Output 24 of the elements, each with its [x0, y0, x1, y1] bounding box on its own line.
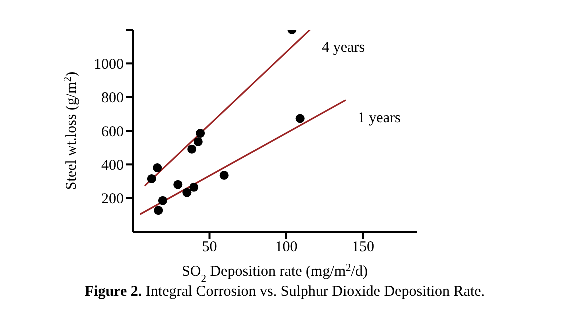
y-tick-label: 200 — [102, 192, 124, 208]
point — [158, 196, 168, 206]
series-label: 4 years — [322, 40, 366, 56]
series-label: 1 years — [358, 110, 401, 126]
x-tick-label: 50 — [202, 240, 218, 256]
point — [182, 188, 192, 198]
y-tick-label: 1000 — [94, 56, 124, 73]
point — [147, 174, 156, 184]
point — [174, 180, 183, 190]
point — [194, 137, 203, 146]
x-tick-label: 100 — [275, 240, 298, 256]
point — [153, 164, 162, 173]
text: Figure 2. Integral Corrosion vs. Sulphur Dioxide Deposition Rate. — [84, 284, 486, 301]
x-tick-label: 150 — [352, 240, 375, 256]
y-tick-label: 800 — [102, 90, 124, 107]
y-tick-label: 400 — [102, 158, 124, 174]
x-axis-title: SO$_{2}$ Deposition rate (mg/m$^{2}$/d) — [182, 262, 368, 284]
point — [188, 144, 197, 154]
y-tick-label: 600 — [102, 124, 124, 140]
point — [296, 114, 305, 124]
point — [190, 182, 199, 192]
point — [220, 170, 229, 180]
point — [196, 129, 206, 138]
point — [154, 206, 164, 216]
